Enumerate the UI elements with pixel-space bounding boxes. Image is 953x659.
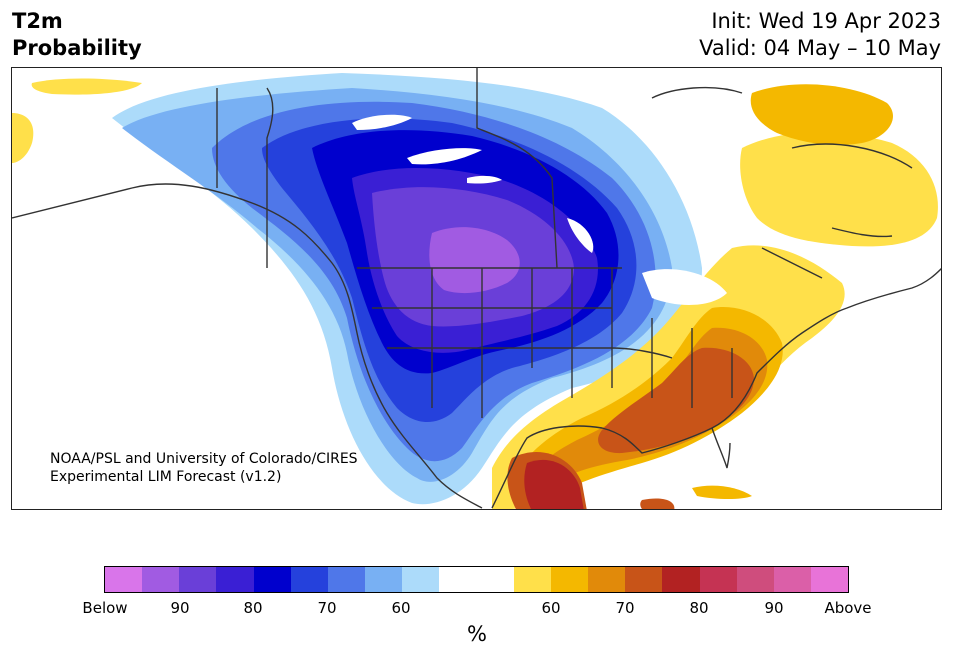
- above-60-region-alaska: [12, 113, 34, 163]
- colorbar-segment: [513, 567, 551, 592]
- colorbar-segment: [179, 567, 217, 592]
- below-97-region: [429, 227, 520, 294]
- cuba-above-region: [692, 485, 752, 499]
- colorbar-segment: [773, 567, 811, 592]
- colorbar-segment: [105, 567, 143, 592]
- colorbar-segment: [588, 567, 626, 592]
- colorbar-tick-label: 70: [317, 599, 337, 617]
- colorbar-segment: [290, 567, 328, 592]
- colorbar-segment: [402, 567, 440, 592]
- great-lakes: [642, 269, 727, 305]
- credit-line-1: NOAA/PSL and University of Colorado/CIRE…: [50, 451, 358, 467]
- colorbar-tick-label: 80: [243, 599, 263, 617]
- title-line-2: Probability: [12, 36, 142, 60]
- colorbar-segment: [365, 567, 403, 592]
- colorbar-segment: [625, 567, 663, 592]
- colorbar-tick-label: 90: [764, 599, 784, 617]
- map-title: T2m Probability: [12, 8, 142, 62]
- above-65-region-north: [750, 84, 893, 145]
- map-credit: NOAA/PSL and University of Colorado/CIRE…: [50, 450, 358, 486]
- map-canvas: [12, 68, 941, 509]
- colorbar-segment: [476, 567, 514, 592]
- above-60-region-north: [740, 132, 938, 247]
- colorbar-tick-label: Above: [824, 599, 872, 617]
- colorbar-segment: [736, 567, 774, 592]
- colorbar-segment: [550, 567, 589, 592]
- colorbar-segment: [439, 567, 477, 592]
- lake-athabasca: [467, 175, 502, 184]
- init-date: Init: Wed 19 Apr 2023: [711, 9, 941, 33]
- colorbar-tick-label: 80: [689, 599, 709, 617]
- great-slave-lake: [407, 148, 482, 165]
- title-line-1: T2m: [12, 9, 63, 33]
- yucatan-region: [640, 498, 675, 509]
- colorbar-segment: [216, 567, 254, 592]
- above-75-region: [598, 347, 754, 454]
- colorbar-tick-label: 70: [615, 599, 635, 617]
- forecast-dates: Init: Wed 19 Apr 2023 Valid: 04 May – 10…: [699, 8, 941, 62]
- colorbar-tick-label: 90: [170, 599, 190, 617]
- colorbar-segment: [142, 567, 180, 592]
- colorbar-segment: [810, 567, 849, 592]
- great-bear-lake: [352, 114, 412, 130]
- colorbar-segment: [699, 567, 737, 592]
- probability-colorbar: [104, 566, 849, 593]
- colorbar-tick-label: 60: [391, 599, 411, 617]
- colorbar-segment: [327, 567, 366, 592]
- credit-line-2: Experimental LIM Forecast (v1.2): [50, 469, 282, 485]
- lake-winnipeg: [567, 218, 594, 253]
- colorbar-unit: %: [467, 622, 487, 646]
- probability-map: NOAA/PSL and University of Colorado/CIRE…: [11, 67, 942, 510]
- above-80-region-mexico: [524, 459, 584, 509]
- colorbar-segment: [662, 567, 700, 592]
- valid-date: Valid: 04 May – 10 May: [699, 36, 941, 60]
- above-60-region-west: [31, 78, 142, 95]
- colorbar-tick-label: 60: [541, 599, 561, 617]
- colorbar-tick-label: Below: [82, 599, 128, 617]
- coastlines-and-borders: [12, 68, 941, 509]
- colorbar-segment: [253, 567, 291, 592]
